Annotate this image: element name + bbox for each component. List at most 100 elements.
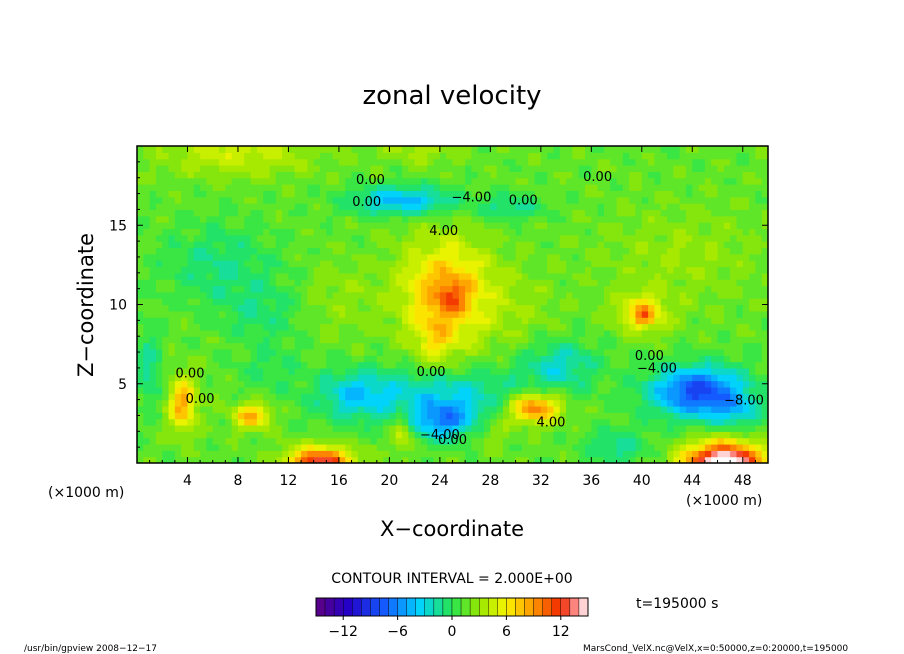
field-cell bbox=[395, 323, 403, 331]
field-cell bbox=[591, 443, 599, 451]
field-cell bbox=[408, 329, 416, 337]
field-cell bbox=[446, 152, 454, 160]
field-cell bbox=[446, 329, 454, 337]
field-cell bbox=[155, 304, 163, 312]
field-cell bbox=[761, 367, 768, 375]
field-cell bbox=[629, 342, 637, 350]
field-cell bbox=[534, 431, 542, 439]
field-cell bbox=[383, 285, 390, 293]
field-cell bbox=[301, 342, 308, 350]
field-cell bbox=[162, 450, 170, 458]
field-cell bbox=[212, 272, 220, 280]
field-cell bbox=[654, 177, 662, 185]
field-cell bbox=[433, 234, 441, 242]
field-cell bbox=[338, 203, 346, 210]
field-cell bbox=[282, 443, 290, 451]
field-cell bbox=[149, 431, 157, 439]
field-cell bbox=[149, 272, 157, 280]
field-cell bbox=[679, 253, 687, 261]
field-cell bbox=[376, 285, 384, 293]
field-cell bbox=[427, 431, 435, 439]
field-cell bbox=[225, 355, 233, 363]
field-cell bbox=[326, 355, 334, 363]
field-cell bbox=[181, 152, 189, 160]
field-cell bbox=[231, 336, 239, 344]
field-cell bbox=[484, 222, 491, 230]
field-cell bbox=[610, 361, 618, 369]
field-cell bbox=[471, 171, 479, 179]
field-cell bbox=[616, 399, 624, 407]
field-cell bbox=[250, 266, 258, 274]
field-cell bbox=[263, 152, 271, 160]
field-cell bbox=[206, 443, 214, 451]
field-cell bbox=[452, 342, 460, 350]
field-cell bbox=[446, 171, 454, 179]
field-cell bbox=[622, 177, 630, 185]
field-cell bbox=[420, 380, 428, 388]
field-cell bbox=[237, 146, 245, 153]
field-cell bbox=[723, 253, 731, 261]
field-cell bbox=[155, 253, 163, 261]
field-cell bbox=[685, 348, 693, 356]
field-cell bbox=[389, 310, 397, 318]
field-cell bbox=[408, 304, 416, 312]
field-cell bbox=[597, 158, 605, 166]
field-cell bbox=[219, 355, 226, 363]
field-cell bbox=[408, 336, 416, 344]
field-cell bbox=[566, 253, 573, 261]
field-cell bbox=[660, 393, 668, 401]
field-cell bbox=[673, 317, 681, 325]
field-cell bbox=[736, 184, 744, 191]
field-cell bbox=[294, 361, 302, 369]
field-cell bbox=[717, 165, 725, 172]
field-cell bbox=[427, 456, 435, 463]
field-cell bbox=[667, 450, 674, 458]
field-cell bbox=[717, 310, 725, 318]
field-cell bbox=[667, 336, 674, 344]
field-cell bbox=[629, 146, 637, 153]
field-cell bbox=[263, 386, 271, 394]
field-cell bbox=[155, 342, 163, 350]
field-cell bbox=[484, 253, 491, 261]
field-cell bbox=[168, 456, 176, 463]
field-cell bbox=[711, 431, 719, 439]
field-cell bbox=[484, 405, 491, 413]
field-cell bbox=[282, 399, 290, 407]
field-cell bbox=[345, 146, 353, 153]
field-cell bbox=[402, 196, 409, 204]
field-cell bbox=[755, 456, 763, 463]
field-cell bbox=[635, 146, 643, 153]
field-cell bbox=[301, 405, 308, 413]
field-cell bbox=[515, 374, 523, 382]
field-cell bbox=[641, 285, 649, 293]
field-cell bbox=[698, 367, 706, 375]
field-cell bbox=[667, 317, 674, 325]
field-cell bbox=[383, 260, 390, 268]
field-cell bbox=[155, 450, 163, 458]
field-cell bbox=[231, 222, 239, 230]
field-cell bbox=[458, 323, 466, 331]
field-cell bbox=[433, 279, 441, 287]
field-cell bbox=[364, 171, 372, 179]
field-cell bbox=[547, 443, 555, 451]
field-cell bbox=[294, 215, 302, 223]
field-cell bbox=[692, 437, 700, 445]
field-cell bbox=[761, 247, 768, 255]
field-cell bbox=[439, 386, 447, 394]
field-cell bbox=[692, 285, 700, 293]
field-cell bbox=[749, 158, 756, 166]
field-cell bbox=[471, 247, 479, 255]
field-cell bbox=[420, 279, 428, 287]
field-cell bbox=[225, 177, 233, 185]
field-cell bbox=[742, 437, 750, 445]
field-cell bbox=[364, 317, 372, 325]
field-cell bbox=[389, 203, 397, 210]
field-cell bbox=[395, 228, 403, 236]
field-cell bbox=[673, 234, 681, 242]
field-cell bbox=[572, 342, 580, 350]
field-cell bbox=[288, 291, 296, 299]
field-cell bbox=[484, 241, 491, 249]
field-cell bbox=[149, 222, 157, 230]
field-cell bbox=[559, 361, 567, 369]
